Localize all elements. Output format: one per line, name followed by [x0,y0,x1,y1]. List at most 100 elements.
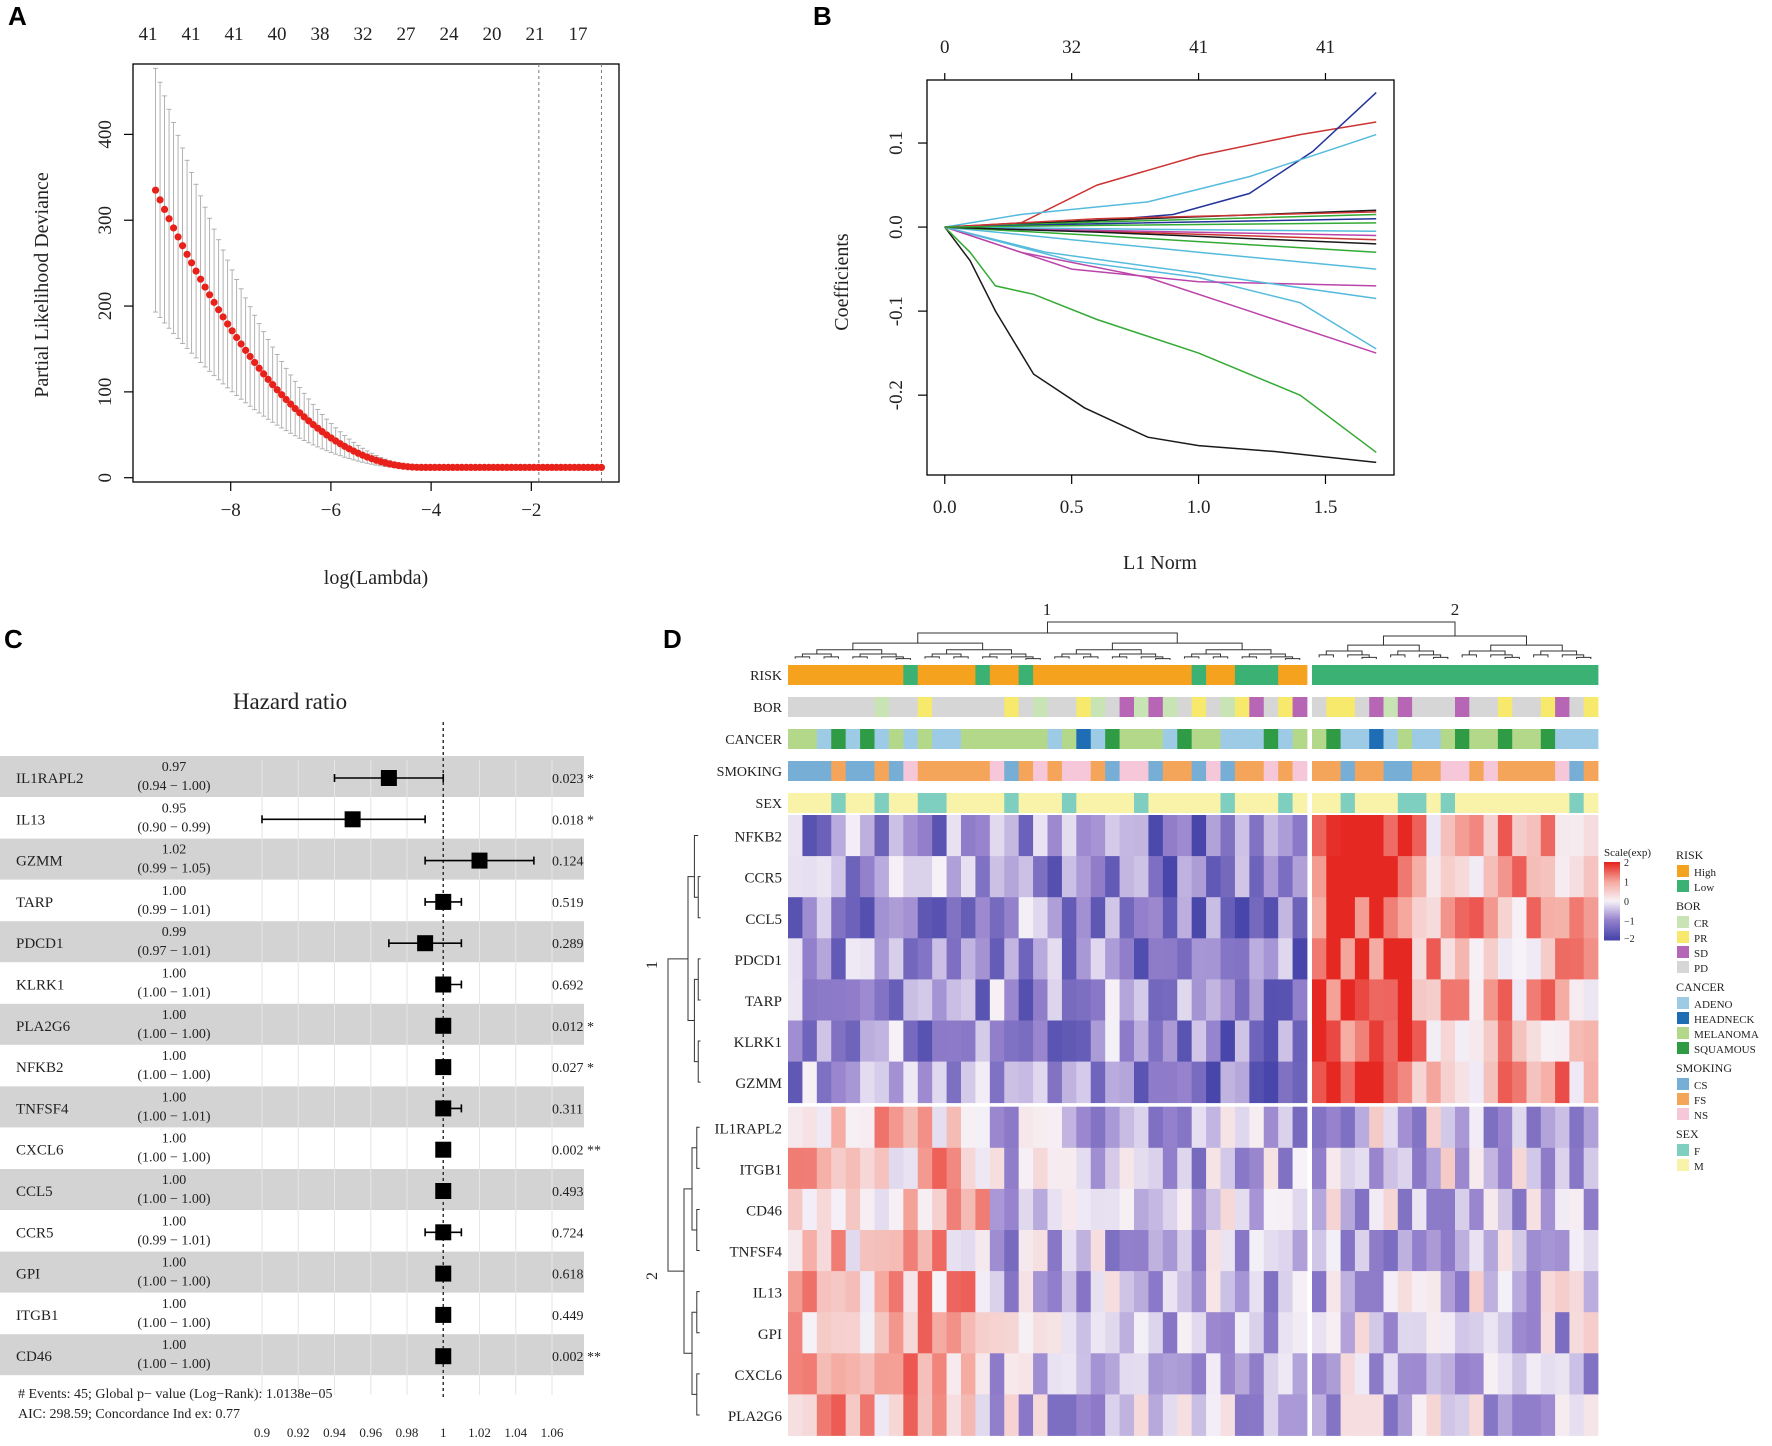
heatmap-cell [1354,1147,1370,1190]
annotation-cell [1469,793,1484,813]
p-value: 0.449 [552,1309,584,1324]
annotation-cell [1278,761,1293,781]
panel-d-color-scale: Scale(exp) 210−1−2 [1604,847,1651,945]
heatmap-cell [1383,1353,1399,1395]
hr-marker [380,770,397,786]
legend-item-label: FS [1694,1095,1706,1107]
gene-label: CCR5 [744,871,782,887]
heatmap-cell [1397,1061,1413,1104]
heatmap-cell [1061,1312,1077,1354]
annotation-cell [1162,729,1178,749]
annotation-cell [1583,761,1599,781]
heatmap-cell [1440,1271,1456,1313]
scale-segment [1604,914,1620,918]
heatmap-cell [1440,1230,1456,1272]
dendro-branch [1061,653,1092,657]
heatmap-cell [1512,1394,1527,1436]
hr-value: 0.99 [162,925,187,940]
heatmap-cell [1191,1106,1207,1149]
heatmap-cell [888,1271,904,1313]
gene-label: CCL5 [16,1184,53,1200]
annotation-cell [903,729,919,749]
heatmap-cell [874,979,890,1021]
annotation-cell [1455,729,1470,749]
heatmap-cell [1426,1312,1442,1354]
heatmap-cell [1090,1271,1106,1313]
annotation-cell [1326,793,1341,813]
hr-marker [435,1306,452,1323]
heatmap-cell [1312,1020,1327,1062]
heatmap-cell [917,815,933,857]
annotation-cell [1383,761,1399,781]
heatmap-cell [1148,897,1164,939]
heatmap-cell [1134,1061,1149,1104]
dendro-branch [823,656,839,659]
annotation-cell [1440,729,1456,749]
annotation-cell [1220,761,1236,781]
heatmap-cell [975,856,991,898]
heatmap-cell [1569,938,1585,980]
heatmap-cell [1292,1271,1308,1313]
ci-range: (1.00 − 1.00) [137,1192,211,1207]
annotation-cell [1278,793,1293,813]
dendro-branch [931,653,962,657]
heatmap-cell [1455,1188,1470,1231]
heatmap-cell [903,1394,919,1436]
annotation-cell [1369,761,1384,781]
heatmap-cell [1076,1106,1092,1149]
heatmap-cell [1119,1353,1135,1395]
legend-item-label: HEADNECK [1694,1014,1755,1026]
heatmap-cell [1177,1061,1193,1104]
cv-point [273,386,281,394]
annotation-cell [1090,761,1106,781]
heatmap-cell [1292,1061,1308,1104]
heatmap-cell [1090,1106,1106,1149]
heatmap-cell [975,1312,991,1354]
heatmap-cell [788,1230,803,1272]
heatmap-cell [1369,1394,1384,1436]
dendro-root [667,958,688,1272]
heatmap-cell [860,1020,875,1062]
gene-label: IL1RAPL2 [16,771,84,787]
heatmap-cell [1033,1312,1048,1354]
heatmap-cell [1497,1106,1513,1149]
heatmap-cell [831,897,847,939]
heatmap-cell [1076,1188,1092,1231]
heatmap-cell [1033,1353,1048,1395]
scale-segment [1604,926,1620,929]
heatmap-cell [1583,1020,1599,1062]
heatmap-cell [1455,815,1470,857]
heatmap-cell [1191,1271,1207,1313]
annotation-cell [1555,697,1570,717]
panel-b-top-ticks: 0 32 41 41 [940,37,1335,80]
heatmap-cell [1469,1271,1484,1313]
annotation-cell [961,761,976,781]
annotation-cell [1540,729,1556,749]
heatmap-cell [946,1312,962,1354]
heatmap-cell [1455,979,1470,1021]
annotation-cell [860,697,875,717]
heatmap-cell [1383,938,1399,980]
heatmap-cell [1148,1353,1164,1395]
heatmap-cell [1076,938,1092,980]
heatmap-cell [1483,1353,1499,1395]
heatmap-cell [1278,1020,1293,1062]
annotation-cell [1018,697,1034,717]
heatmap-cell [1483,815,1499,857]
panel-label-a: A [8,1,27,31]
gene-label: GZMM [735,1076,782,1092]
heatmap-cell [888,1230,904,1272]
annotation-cell [1397,665,1413,685]
heatmap-cell [1426,938,1442,980]
heatmap-cell [788,1312,803,1354]
heatmap-cell [1090,1147,1106,1190]
row-band [0,1169,584,1210]
annotation-cell [1354,793,1370,813]
heatmap-cell [1162,856,1178,898]
heatmap-cell [1412,1230,1427,1272]
heatmap-cell [1583,897,1599,939]
annotation-cell [1206,697,1221,717]
annotation-cell [1326,665,1341,685]
